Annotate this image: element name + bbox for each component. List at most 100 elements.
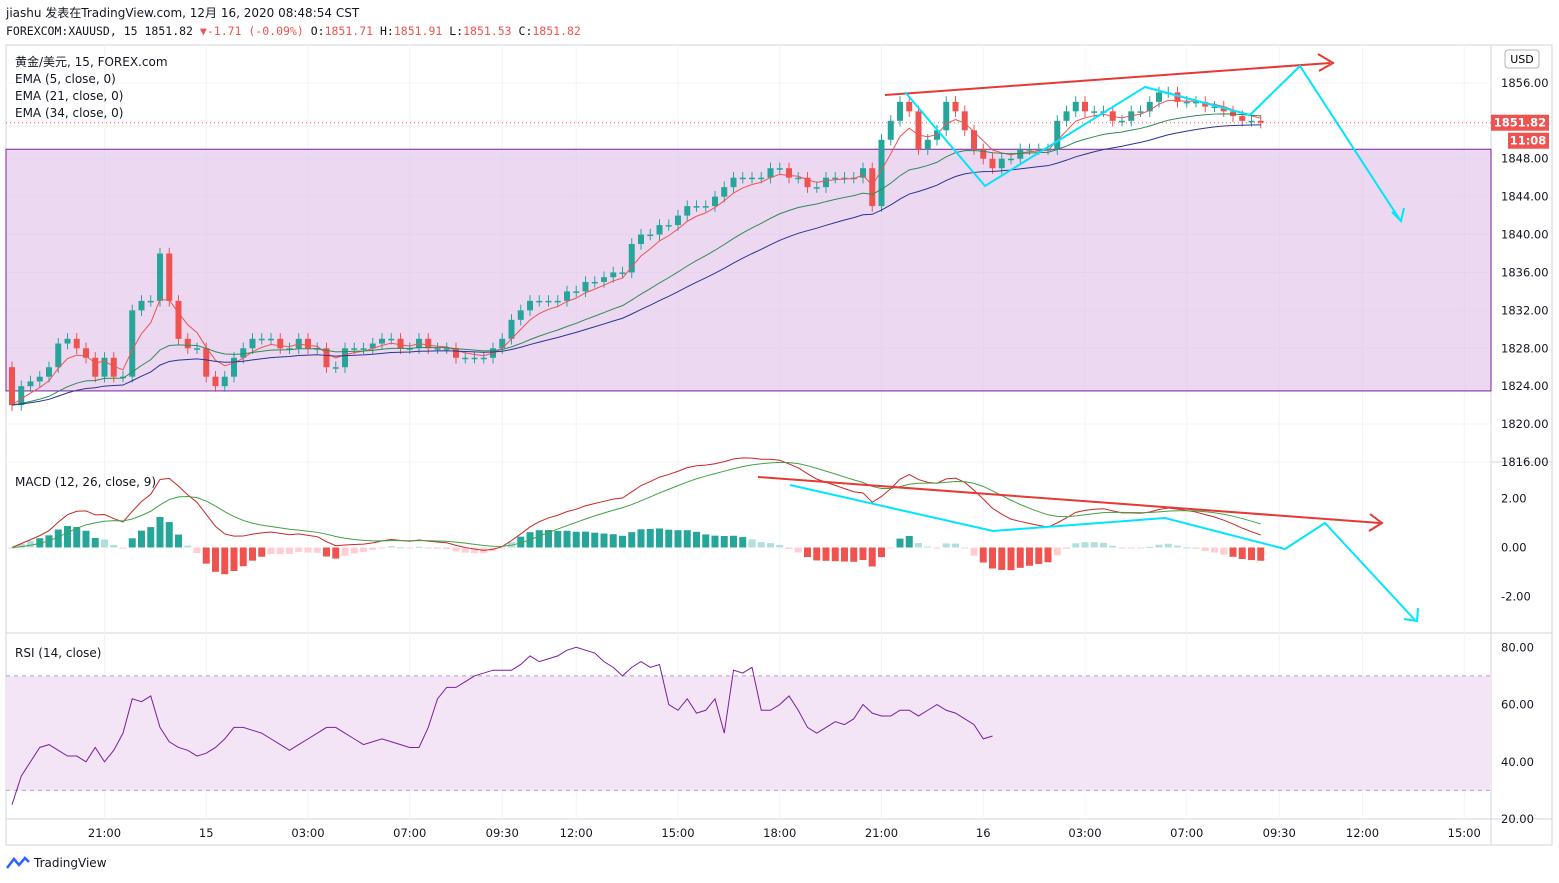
close-label: C: <box>518 24 533 38</box>
macd-histogram-bar <box>304 547 312 553</box>
macd-histogram-bar <box>637 529 645 548</box>
candle <box>480 352 487 364</box>
candle <box>971 124 977 155</box>
time-tick-label: 12:00 <box>560 826 593 840</box>
time-tick-label: 16 <box>976 826 991 840</box>
macd-histogram-bar <box>230 547 238 572</box>
range-rectangle[interactable] <box>5 148 1492 392</box>
macd-histogram-bar <box>979 547 987 563</box>
macd-histogram-bar <box>184 545 192 548</box>
candle <box>1202 96 1209 113</box>
candle <box>628 238 635 279</box>
macd-histogram-bar <box>1183 547 1191 549</box>
candle <box>989 153 996 174</box>
rsi-band <box>6 675 1491 791</box>
rsi-tick-label: 80.00 <box>1501 640 1534 654</box>
candle <box>1054 115 1061 155</box>
close-value: 1851.82 <box>532 24 581 38</box>
candle <box>1119 115 1125 127</box>
arrow-head-red-main <box>1317 53 1335 72</box>
pattern-path-cyan-macd <box>789 484 1416 621</box>
high-label: H: <box>379 24 394 38</box>
time-tick-label: 03:00 <box>291 826 324 840</box>
candle <box>1146 96 1153 118</box>
candle <box>527 295 533 317</box>
rsi-tick-label: 40.00 <box>1501 755 1534 769</box>
candle <box>758 171 765 184</box>
macd-histogram-bar <box>434 547 441 549</box>
macd-histogram-bar <box>471 547 478 554</box>
candle <box>721 181 728 203</box>
macd-histogram-bar <box>896 538 904 548</box>
macd-histogram-bar <box>1127 547 1135 549</box>
macd-histogram-bar <box>887 547 895 549</box>
macd-histogram-bar <box>110 544 118 548</box>
macd-histogram-bar <box>878 547 885 558</box>
macd-histogram-bar <box>1072 543 1080 548</box>
macd-histogram-bar <box>1257 547 1265 561</box>
macd-histogram-bar <box>813 547 821 561</box>
macd-histogram-bar <box>8 547 16 549</box>
time-tick-label: 07:00 <box>393 826 426 840</box>
macd-histogram-bar <box>443 547 451 550</box>
macd-histogram-bar <box>1229 547 1237 557</box>
annotations[interactable] <box>757 53 1419 623</box>
macd-histogram-bar <box>970 547 978 556</box>
macd-histogram-bar <box>859 547 867 561</box>
candle <box>351 342 358 354</box>
macd-histogram-bar <box>794 547 802 553</box>
candle <box>388 333 395 345</box>
currency-button[interactable] <box>1504 49 1540 69</box>
candle <box>369 337 376 354</box>
candle <box>36 371 43 388</box>
ema34-line <box>11 124 1261 406</box>
candle <box>517 304 524 326</box>
macd-histogram-bar <box>989 547 996 569</box>
macd-histogram-bar <box>101 539 108 548</box>
macd-histogram-bar <box>1146 546 1154 548</box>
candle <box>545 295 552 307</box>
price-axis[interactable]: 1816.00 1820.00 1824.00 1828.00 1832.00 1836.… <box>1501 76 1549 826</box>
candle <box>268 333 274 345</box>
chart-canvas[interactable]: 黄金/美元, 15, FOREX.com EMA (5, close, 0) E… <box>0 0 1559 850</box>
candle <box>897 96 903 127</box>
macd-histogram-bar <box>1248 547 1255 561</box>
candle <box>554 295 561 307</box>
macd-histogram-bar <box>360 547 367 552</box>
candle <box>138 295 145 317</box>
candle <box>221 371 228 392</box>
footer[interactable]: TradingView <box>6 856 107 870</box>
legend-rsi: RSI (14, close) <box>15 646 101 660</box>
chart-frame <box>5 44 1553 846</box>
tradingview-logo-icon <box>6 856 30 869</box>
candle <box>64 333 71 350</box>
last-price: 1851.82 <box>144 24 193 38</box>
macd-histogram-bar <box>905 535 913 548</box>
price-badge-text: 1851.82 <box>1494 116 1546 130</box>
macd-histogram-bar <box>341 547 349 556</box>
candle <box>952 96 959 118</box>
macd-histogram-bar <box>323 547 330 557</box>
macd-histogram-bar <box>276 547 284 555</box>
candle <box>147 295 154 307</box>
candle <box>323 342 330 373</box>
macd-histogram-bar <box>563 530 571 548</box>
macd-histogram-bar <box>165 522 173 548</box>
candle <box>83 342 89 364</box>
candle <box>684 200 691 222</box>
candle <box>240 342 247 364</box>
candle <box>638 228 644 250</box>
candle <box>776 162 783 174</box>
candle <box>582 276 589 298</box>
macd-tick-label: 0.00 <box>1501 541 1527 555</box>
macd-histogram-bar <box>961 547 969 549</box>
price-tick-label: 1816.00 <box>1501 455 1549 469</box>
time-axis[interactable]: 21:00 15 03:00 07:00 09:30 12:00 15:00 18:00 21:… <box>88 826 1481 840</box>
low-value: 1851.53 <box>463 24 512 38</box>
candle <box>767 162 774 184</box>
rsi-tick-label: 20.00 <box>1501 812 1534 826</box>
macd-line <box>11 457 1261 551</box>
macd-histogram-bar <box>915 543 922 548</box>
candle <box>46 361 52 383</box>
macd-histogram-bar <box>656 528 663 548</box>
